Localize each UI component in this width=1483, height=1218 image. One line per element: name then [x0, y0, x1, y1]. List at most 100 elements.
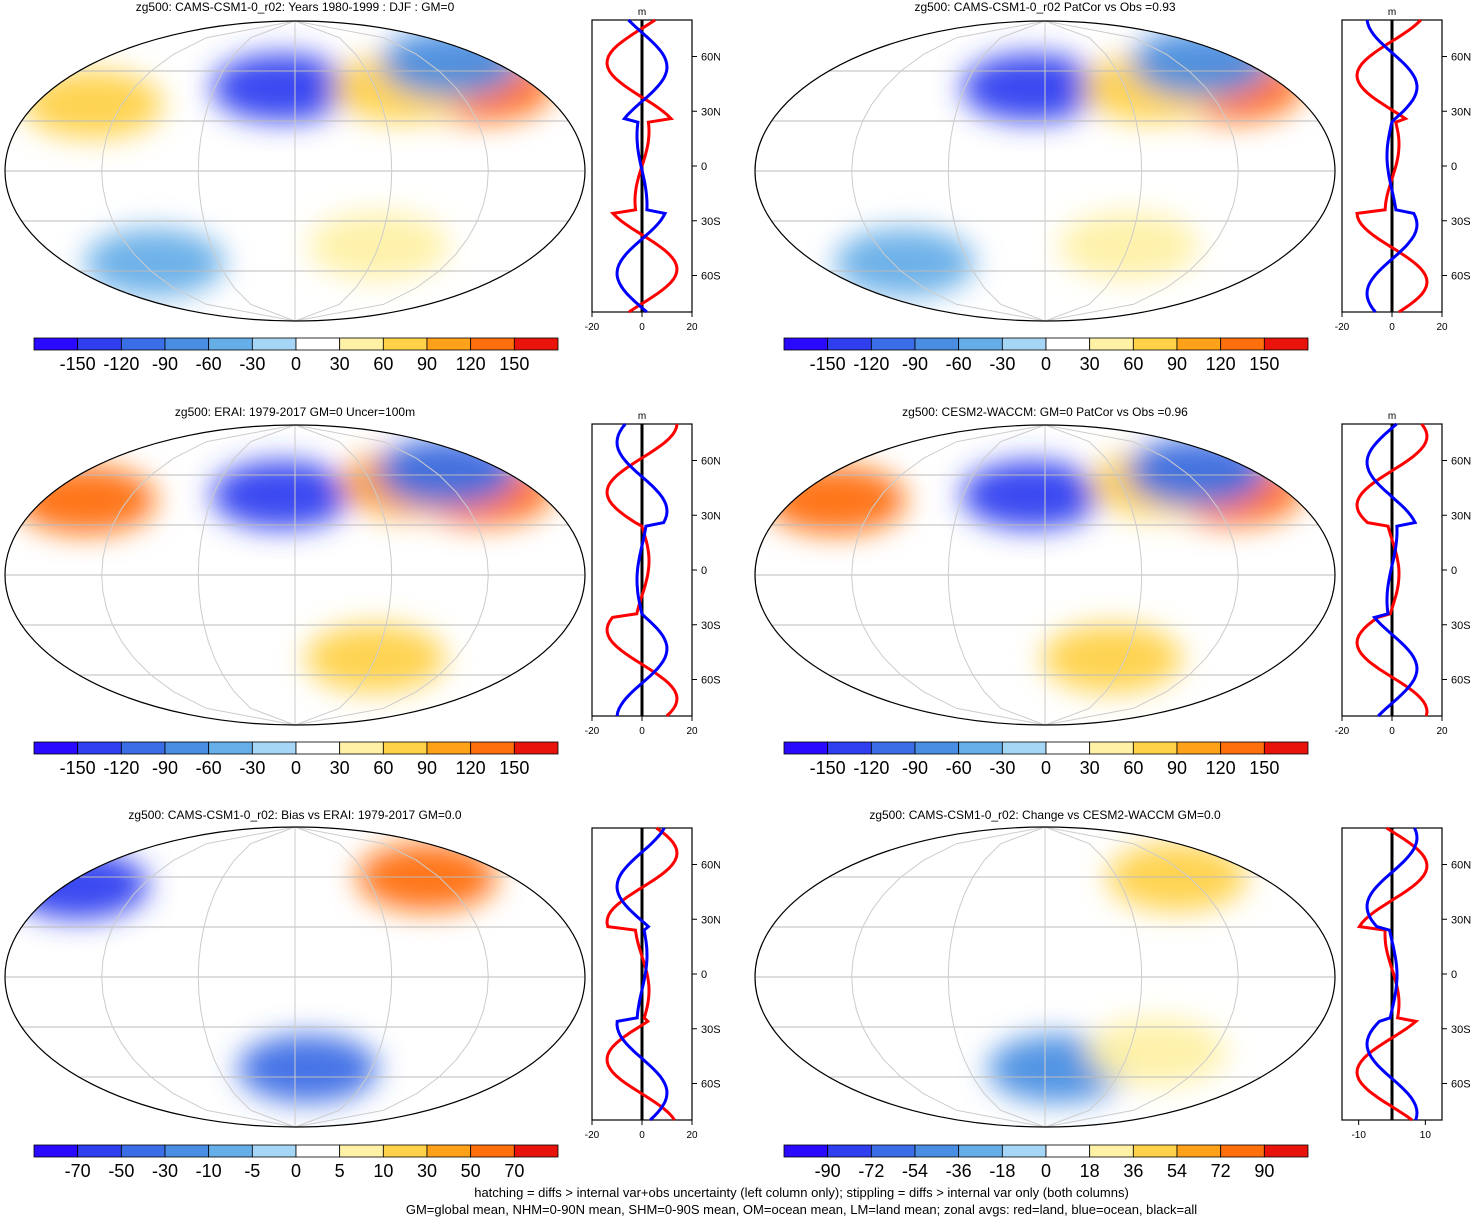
colorbar-label: -150 [60, 758, 96, 778]
footer-line-1: hatching = diffs > internal var+obs unce… [474, 1185, 1129, 1200]
zonal-x-label: 0 [1389, 322, 1395, 333]
graticule-meridian [1044, 21, 1143, 321]
colorbar-swatch [1176, 741, 1222, 755]
colorbar-label: 30 [330, 354, 350, 374]
zonal-x-label: 20 [686, 1130, 698, 1141]
zonal-lat-label: 30N [1451, 510, 1471, 522]
colorbar-label: 150 [1249, 758, 1279, 778]
colorbar-label: 60 [373, 354, 393, 374]
colorbar-swatch [120, 741, 166, 755]
colorbar-swatch [827, 741, 872, 755]
colorbar-label: -120 [103, 758, 139, 778]
colorbar-swatch [1089, 337, 1134, 351]
panel-title-4: zg500: CESM2-WACCM: GM=0 PatCor vs Obs =… [902, 405, 1188, 419]
zonal-lat-label: 30N [701, 914, 720, 926]
colorbar-label: 60 [1123, 354, 1143, 374]
colorbar-swatch [1089, 741, 1134, 755]
zonal-plot-2: m 60N 30N 0 30S 60S -20 0 20 [1335, 7, 1471, 333]
zonal-x-label: -20 [585, 1130, 600, 1141]
anomaly-blob [211, 461, 352, 529]
anomaly-blob [961, 461, 1102, 529]
colorbar-swatch [208, 337, 253, 351]
colorbar-swatch [1263, 1144, 1309, 1158]
colorbar-swatch [120, 337, 166, 351]
colorbar-label: -90 [152, 758, 178, 778]
zonal-x-label: -20 [1335, 322, 1350, 333]
graticule-meridian [947, 425, 1046, 725]
zonal-plot-1: m 60N 30N 0 30S 60S -20 0 20 [585, 7, 720, 333]
map-border [754, 424, 1336, 726]
colorbar-swatch [827, 337, 872, 351]
zonal-lat-label: 60N [701, 52, 720, 64]
colorbar-3: -150 -120 -90 -60 -30 0 30 60 90 120 150 [33, 741, 559, 778]
colorbar-label: 10 [373, 1161, 393, 1181]
zonal-lat-label: 30S [1451, 216, 1471, 228]
colorbar-label: -72 [858, 1161, 884, 1181]
colorbar-label: -10 [196, 1161, 222, 1181]
colorbar-swatch [958, 741, 1003, 755]
colorbar-label: -30 [239, 354, 265, 374]
colorbar-label: 30 [1080, 354, 1100, 374]
zonal-lat-label: 60S [1451, 271, 1471, 283]
colorbar-swatch [513, 337, 559, 351]
colorbar-swatch [1045, 741, 1091, 755]
colorbar-label: -60 [196, 354, 222, 374]
colorbar-swatch [382, 741, 428, 755]
map-border [754, 20, 1336, 322]
colorbar-label: 54 [1167, 1161, 1187, 1181]
colorbar-swatch [870, 741, 916, 755]
colorbar-swatch [382, 337, 428, 351]
colorbar-swatch [426, 1144, 472, 1158]
colorbar-swatch [1132, 337, 1178, 351]
colorbar-label: 30 [1080, 758, 1100, 778]
colorbar-label: 90 [1254, 1161, 1274, 1181]
colorbar-label: -30 [989, 758, 1015, 778]
colorbar-label: 120 [1206, 354, 1236, 374]
map-panel-6 [754, 826, 1336, 1128]
colorbar-2: -150 -120 -90 -60 -30 0 30 60 90 120 150 [783, 337, 1309, 374]
zonal-x-label: 0 [639, 1130, 645, 1141]
colorbar-swatch [164, 741, 210, 755]
anomaly-blob [381, 28, 521, 97]
colorbar-label: -150 [810, 354, 846, 374]
colorbar-label: -60 [946, 354, 972, 374]
graticule-meridian [197, 827, 296, 1127]
colorbar-label: 60 [373, 758, 393, 778]
graticule-meridian [294, 425, 393, 725]
colorbar-swatch [513, 1144, 559, 1158]
colorbar-label: -90 [152, 354, 178, 374]
anomaly-blob [84, 228, 225, 297]
anomaly-blob [961, 53, 1102, 122]
colorbar-swatch [251, 1144, 297, 1158]
colorbar-swatch [1045, 1144, 1091, 1158]
anomaly-blob [1131, 28, 1271, 97]
colorbar-label: -30 [989, 354, 1015, 374]
colorbar-label: 30 [417, 1161, 437, 1181]
colorbar-label: -90 [902, 758, 928, 778]
zonal-x-label: 0 [639, 322, 645, 333]
zonal-unit-label: m [638, 7, 646, 18]
graticule-meridian [101, 827, 296, 1127]
panel-title-2: zg500: CAMS-CSM1-0_r02 PatCor vs Obs =0.… [914, 0, 1176, 14]
zonal-unit-label: m [638, 411, 646, 422]
zonal-lat-label: 0 [1451, 969, 1457, 981]
zonal-x-label: 20 [686, 726, 698, 737]
colorbar-label: 90 [1167, 758, 1187, 778]
colorbar-label: 0 [1041, 758, 1051, 778]
graticule-meridian [294, 425, 489, 725]
colorbar-label: 60 [1123, 758, 1143, 778]
zonal-plot-5: 60N 30N 0 30S 60S -20 0 20 [585, 826, 720, 1141]
colorbar-swatch [783, 337, 829, 351]
colorbar-label: 0 [291, 354, 301, 374]
zonal-line-land [605, 826, 679, 1121]
zonal-line-ocean [1365, 827, 1419, 1121]
colorbar-label: -150 [810, 758, 846, 778]
panel-title-6: zg500: CAMS-CSM1-0_r02: Change vs CESM2-… [869, 808, 1221, 822]
zonal-line-ocean [615, 423, 669, 717]
colorbar-swatch [870, 1144, 916, 1158]
colorbar-swatch [513, 741, 559, 755]
zonal-line-ocean [1365, 19, 1419, 313]
colorbar-6: -90 -72 -54 -36 -18 0 18 36 54 72 90 [783, 1144, 1309, 1181]
colorbar-swatch [1220, 1144, 1265, 1158]
colorbar-swatch [1220, 741, 1265, 755]
